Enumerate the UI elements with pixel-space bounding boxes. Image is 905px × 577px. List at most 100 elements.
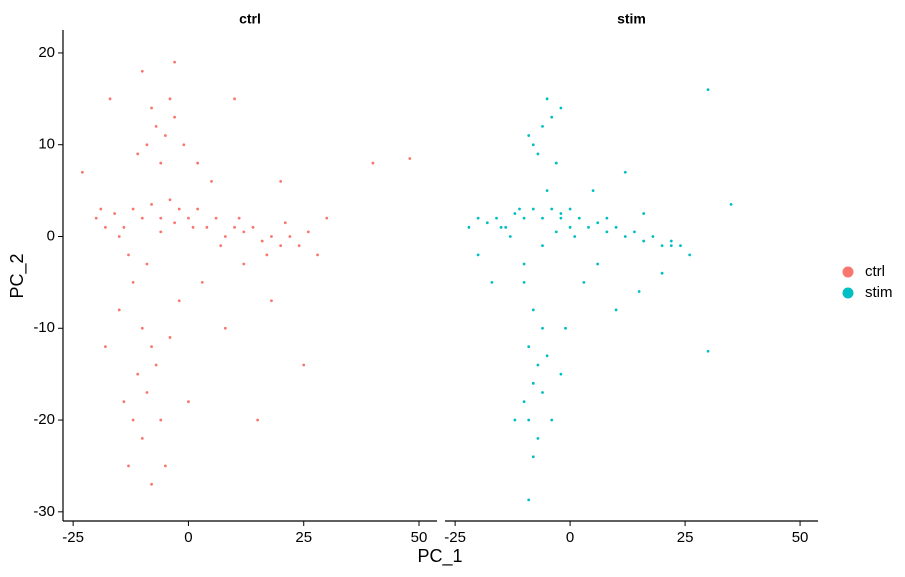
- point: [131, 418, 135, 422]
- y-tick-label: 10: [38, 136, 55, 153]
- point: [550, 115, 554, 119]
- point: [306, 230, 310, 234]
- point: [140, 326, 144, 330]
- point: [605, 230, 609, 234]
- point: [316, 253, 319, 257]
- point: [660, 244, 664, 248]
- point: [168, 198, 172, 202]
- x-axis-title: PC_1: [417, 546, 462, 567]
- point: [504, 225, 508, 229]
- point: [550, 207, 554, 211]
- point: [131, 280, 135, 284]
- point: [177, 299, 181, 303]
- point: [568, 207, 572, 211]
- point: [173, 115, 177, 119]
- x-tick-label: 0: [184, 529, 192, 546]
- point: [706, 88, 710, 92]
- point: [531, 207, 535, 211]
- point: [490, 280, 494, 284]
- point: [541, 124, 544, 128]
- point: [559, 212, 563, 215]
- y-tick-label: 20: [38, 44, 55, 61]
- legend-label: stim: [865, 284, 893, 301]
- point: [182, 143, 186, 147]
- point: [297, 244, 301, 248]
- point: [614, 308, 618, 312]
- point: [522, 400, 526, 404]
- point: [531, 455, 535, 459]
- point: [205, 225, 209, 229]
- point: [527, 134, 531, 137]
- point: [596, 221, 600, 225]
- point: [633, 230, 636, 234]
- point: [531, 381, 535, 385]
- x-tick-label: -25: [444, 529, 466, 546]
- point: [485, 221, 489, 225]
- x-tick-label: 25: [295, 529, 312, 546]
- point: [513, 418, 517, 422]
- point: [513, 212, 517, 215]
- point: [145, 143, 149, 147]
- point: [159, 230, 163, 234]
- point: [136, 372, 140, 376]
- y-tick-label: 0: [47, 227, 55, 244]
- x-tick-label: 25: [677, 529, 694, 546]
- point: [541, 244, 544, 248]
- x-tick-label: 50: [411, 529, 428, 546]
- point: [159, 216, 163, 220]
- point: [545, 97, 549, 101]
- x-tick-label: -25: [62, 529, 84, 546]
- point: [168, 97, 172, 101]
- point: [559, 216, 563, 220]
- point: [173, 221, 177, 225]
- point: [495, 216, 498, 220]
- point: [154, 363, 158, 367]
- point: [559, 106, 563, 110]
- point: [104, 345, 107, 349]
- point: [140, 437, 144, 440]
- point: [117, 235, 121, 238]
- point: [637, 290, 641, 293]
- point: [233, 97, 236, 101]
- point: [242, 262, 246, 266]
- point: [527, 498, 531, 502]
- point: [260, 239, 264, 243]
- point: [163, 464, 167, 468]
- point: [596, 262, 600, 266]
- point: [214, 216, 218, 220]
- point: [127, 464, 130, 468]
- point: [80, 170, 84, 174]
- point: [476, 216, 480, 220]
- point: [573, 235, 577, 238]
- point: [233, 225, 236, 229]
- y-tick-label: -30: [33, 503, 55, 520]
- point: [173, 60, 177, 64]
- point: [642, 212, 646, 215]
- point: [536, 363, 540, 367]
- point: [614, 225, 618, 229]
- point: [527, 345, 531, 349]
- point: [219, 244, 223, 248]
- point: [270, 235, 273, 238]
- point: [150, 482, 153, 486]
- point: [94, 216, 98, 220]
- point: [150, 202, 153, 206]
- point: [550, 418, 554, 422]
- point: [651, 235, 655, 238]
- point: [591, 189, 595, 193]
- point: [577, 216, 581, 220]
- legend-swatch: [842, 266, 854, 278]
- point: [108, 97, 112, 101]
- point: [541, 216, 544, 220]
- point: [660, 271, 664, 275]
- point: [154, 124, 158, 128]
- point: [669, 244, 673, 248]
- point: [136, 152, 140, 156]
- point: [187, 216, 190, 220]
- point: [325, 216, 329, 220]
- y-tick-label: -10: [33, 319, 55, 336]
- point: [131, 207, 135, 211]
- point: [545, 189, 549, 193]
- point: [159, 418, 163, 422]
